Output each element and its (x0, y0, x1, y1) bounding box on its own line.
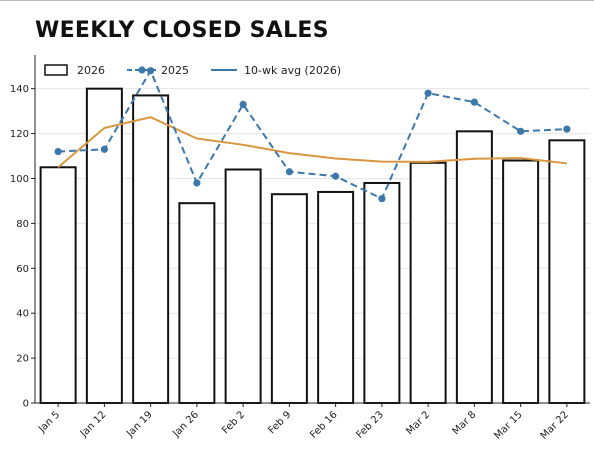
y-tick-label: 140 (10, 84, 29, 95)
y-tick-label: 100 (10, 174, 29, 185)
bar-2026 (548, 139, 586, 404)
x-tick-label: Mar 8 (451, 409, 479, 437)
top-rule (0, 0, 594, 1)
bar-2026 (317, 190, 355, 404)
y-tick-label: 40 (16, 309, 29, 320)
legend: 2026 2025 10-wk avg (2026) (44, 64, 341, 77)
y-tick-label: 80 (16, 219, 29, 230)
x-tick-label: Mar 15 (492, 409, 524, 441)
chart-title: WEEKLY CLOSED SALES (35, 18, 329, 43)
x-tick-label: Jan 26 (170, 409, 201, 440)
x-tick-label: Feb 16 (308, 409, 340, 441)
x-tick-label: Jan 5 (36, 409, 62, 435)
bar-2026 (270, 193, 308, 404)
x-tick-label: Mar 2 (404, 409, 432, 437)
legend-label-10wk-avg: 10-wk avg (2026) (244, 64, 341, 77)
x-tick-label: Feb 9 (266, 409, 293, 436)
legend-marker-2025 (138, 66, 146, 74)
x-tick-label: Jan 19 (124, 409, 155, 440)
marker-2025 (147, 67, 155, 75)
x-tick-label: Jan 12 (78, 409, 109, 440)
marker-2025 (470, 98, 478, 106)
legend-label-2026: 2026 (77, 64, 105, 77)
bar-2026 (455, 130, 493, 404)
marker-2025 (424, 89, 432, 97)
bar-2026 (132, 94, 170, 404)
bar-2026 (178, 202, 216, 404)
line-10wk-avg (57, 116, 567, 169)
bar-2026 (363, 181, 401, 404)
bar-2026 (502, 159, 540, 404)
bar-2026 (224, 168, 262, 404)
x-tick-label: Feb 23 (354, 409, 386, 441)
marker-2025 (517, 127, 525, 135)
marker-2025 (100, 145, 108, 153)
x-tick-label: Feb 2 (220, 409, 247, 436)
legend-swatch-2026 (44, 64, 68, 76)
legend-label-2025: 2025 (161, 64, 189, 77)
marker-2025 (239, 100, 247, 108)
marker-2025 (378, 195, 386, 203)
marker-2025 (563, 125, 571, 133)
y-tick-label: 60 (16, 264, 29, 275)
y-tick-label: 120 (10, 129, 29, 140)
y-tick-label: 20 (16, 354, 29, 365)
bar-2026 (39, 166, 77, 404)
bar-2026 (409, 161, 447, 404)
y-tick-label: 0 (23, 399, 29, 410)
marker-2025 (285, 168, 293, 176)
marker-2025 (332, 172, 340, 180)
marker-2025 (193, 179, 201, 187)
bar-2026 (85, 87, 123, 404)
marker-2025 (54, 147, 62, 156)
x-tick-label: Mar 22 (539, 409, 571, 441)
line-2025 (58, 69, 567, 200)
